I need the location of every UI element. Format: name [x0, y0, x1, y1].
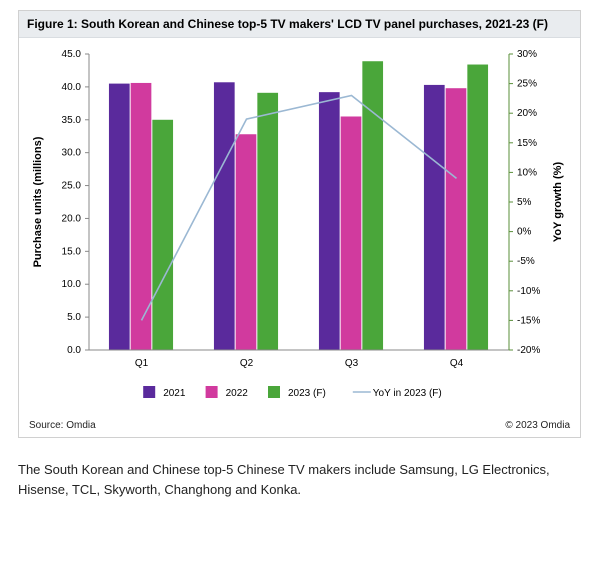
legend-swatch: [268, 386, 280, 398]
svg-text:20%: 20%: [517, 108, 537, 119]
legend-swatch: [206, 386, 218, 398]
legend-label: YoY in 2023 (F): [373, 388, 442, 399]
svg-text:25%: 25%: [517, 79, 537, 90]
bar-line-chart: 0.0 5.0 10.0 15.0 20.0 25.0 30.0 35.0 40.0 45.0 -2…: [19, 38, 579, 418]
legend-label: 2023 (F): [288, 388, 326, 399]
svg-text:40.0: 40.0: [62, 82, 82, 93]
svg-text:-5%: -5%: [517, 256, 535, 267]
bar-s2021: [424, 85, 445, 350]
svg-text:Q4: Q4: [450, 358, 464, 369]
svg-text:20.0: 20.0: [62, 213, 82, 224]
bar-s2022: [131, 83, 152, 350]
bar-s2022: [341, 116, 362, 350]
bar-s2021: [319, 92, 340, 350]
svg-text:0%: 0%: [517, 227, 532, 238]
legend-label: 2021: [163, 388, 186, 399]
svg-text:Q2: Q2: [240, 358, 254, 369]
svg-text:45.0: 45.0: [62, 49, 82, 60]
svg-text:Q1: Q1: [135, 358, 149, 369]
bar-s2022: [446, 88, 467, 350]
svg-text:30.0: 30.0: [62, 148, 82, 159]
source-label: Source: Omdia: [29, 420, 96, 431]
svg-text:-20%: -20%: [517, 345, 540, 356]
card-footer: Source: Omdia © 2023 Omdia: [19, 418, 580, 437]
copyright-label: © 2023 Omdia: [505, 420, 570, 431]
svg-text:Q3: Q3: [345, 358, 359, 369]
chart-card: Figure 1: South Korean and Chinese top-5…: [18, 10, 581, 438]
svg-text:-15%: -15%: [517, 315, 540, 326]
svg-text:15.0: 15.0: [62, 246, 82, 257]
legend-swatch: [143, 386, 155, 398]
svg-text:35.0: 35.0: [62, 115, 82, 126]
bar-s2023: [467, 65, 488, 350]
svg-text:5.0: 5.0: [67, 312, 81, 323]
figure-title: Figure 1: South Korean and Chinese top-5…: [19, 11, 580, 38]
svg-text:YoY growth (%): YoY growth (%): [552, 162, 564, 243]
bar-s2023: [152, 120, 173, 350]
svg-text:15%: 15%: [517, 138, 537, 149]
bar-s2022: [236, 134, 257, 350]
bar-s2023: [362, 61, 383, 350]
bar-s2021: [109, 84, 130, 350]
svg-text:0.0: 0.0: [67, 345, 81, 356]
bar-s2023: [257, 93, 278, 350]
figure-caption: The South Korean and Chinese top-5 Chine…: [18, 460, 581, 499]
bar-s2021: [214, 82, 235, 350]
svg-text:25.0: 25.0: [62, 181, 82, 192]
chart-area: 0.0 5.0 10.0 15.0 20.0 25.0 30.0 35.0 40.0 45.0 -2…: [19, 38, 580, 418]
svg-text:30%: 30%: [517, 49, 537, 60]
svg-text:Purchase units (millions): Purchase units (millions): [32, 136, 44, 267]
svg-text:10.0: 10.0: [62, 279, 82, 290]
legend-label: 2022: [226, 388, 249, 399]
svg-text:5%: 5%: [517, 197, 532, 208]
svg-text:10%: 10%: [517, 167, 537, 178]
svg-text:-10%: -10%: [517, 286, 540, 297]
